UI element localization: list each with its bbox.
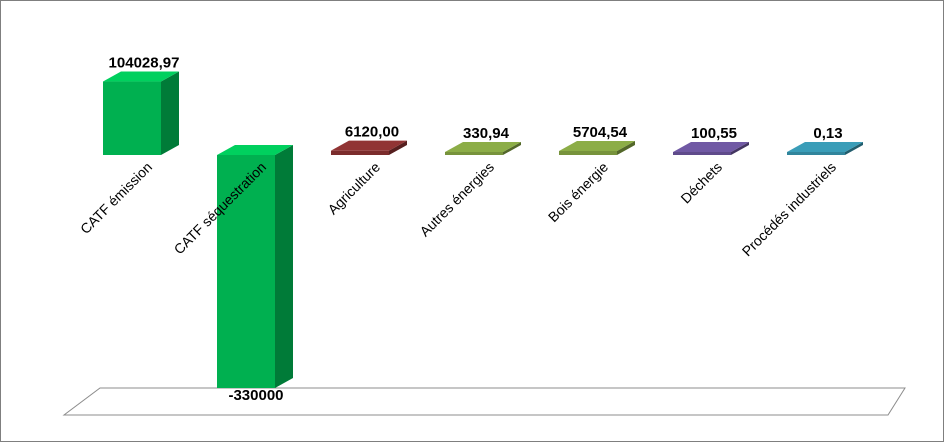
bar-front	[673, 152, 731, 155]
bar-2	[331, 140, 407, 155]
bar-6	[787, 142, 863, 155]
bar-front	[559, 150, 617, 155]
bar-5	[673, 142, 749, 155]
data-label-3: 330,94	[463, 125, 510, 142]
bar-side	[617, 140, 635, 155]
category-label-0: CATF émission	[77, 159, 155, 237]
data-label-4: 5704,54	[573, 124, 628, 141]
data-label-6: 0,13	[813, 125, 842, 142]
bar-top	[217, 145, 293, 155]
bar-front	[787, 152, 845, 155]
bar-4	[559, 140, 635, 155]
bar-front	[103, 81, 161, 155]
data-labels: 104028,97 -330000 6120,00 330,94 5704,54 100,…	[109, 55, 843, 404]
bar-0	[103, 71, 179, 155]
bar-side	[389, 140, 407, 155]
bar-front	[217, 155, 275, 388]
bar-side	[503, 142, 521, 155]
bar-1	[217, 145, 293, 388]
bar-top	[787, 142, 863, 152]
data-label-2: 6120,00	[345, 124, 399, 141]
bar-front	[331, 150, 389, 155]
category-label-3: Autres énergies	[416, 159, 497, 240]
data-label-5: 100,55	[691, 125, 737, 142]
bar-side	[161, 71, 179, 155]
bar-top	[103, 71, 179, 82]
bars	[103, 71, 863, 388]
bar-top	[673, 142, 749, 152]
data-label-1: -330000	[228, 387, 283, 404]
category-label-4: Bois énergie	[545, 159, 611, 225]
category-label-6: Procédés industriels	[739, 159, 839, 259]
bar-side	[845, 142, 863, 155]
bar-side	[275, 145, 293, 388]
bar-top	[445, 142, 521, 152]
bar-front	[445, 152, 503, 155]
category-label-2: Agriculture	[324, 159, 383, 218]
bar-top	[331, 140, 407, 151]
data-label-0: 104028,97	[109, 55, 180, 72]
bar-side	[731, 142, 749, 155]
category-label-5: Déchets	[677, 159, 725, 207]
bar-top	[559, 140, 635, 151]
bar-3	[445, 142, 521, 155]
chart-floor-plane	[62, 387, 906, 416]
chart-floor	[62, 387, 906, 416]
category-labels: CATF émission CATF séquestration Agricultu…	[77, 159, 839, 260]
